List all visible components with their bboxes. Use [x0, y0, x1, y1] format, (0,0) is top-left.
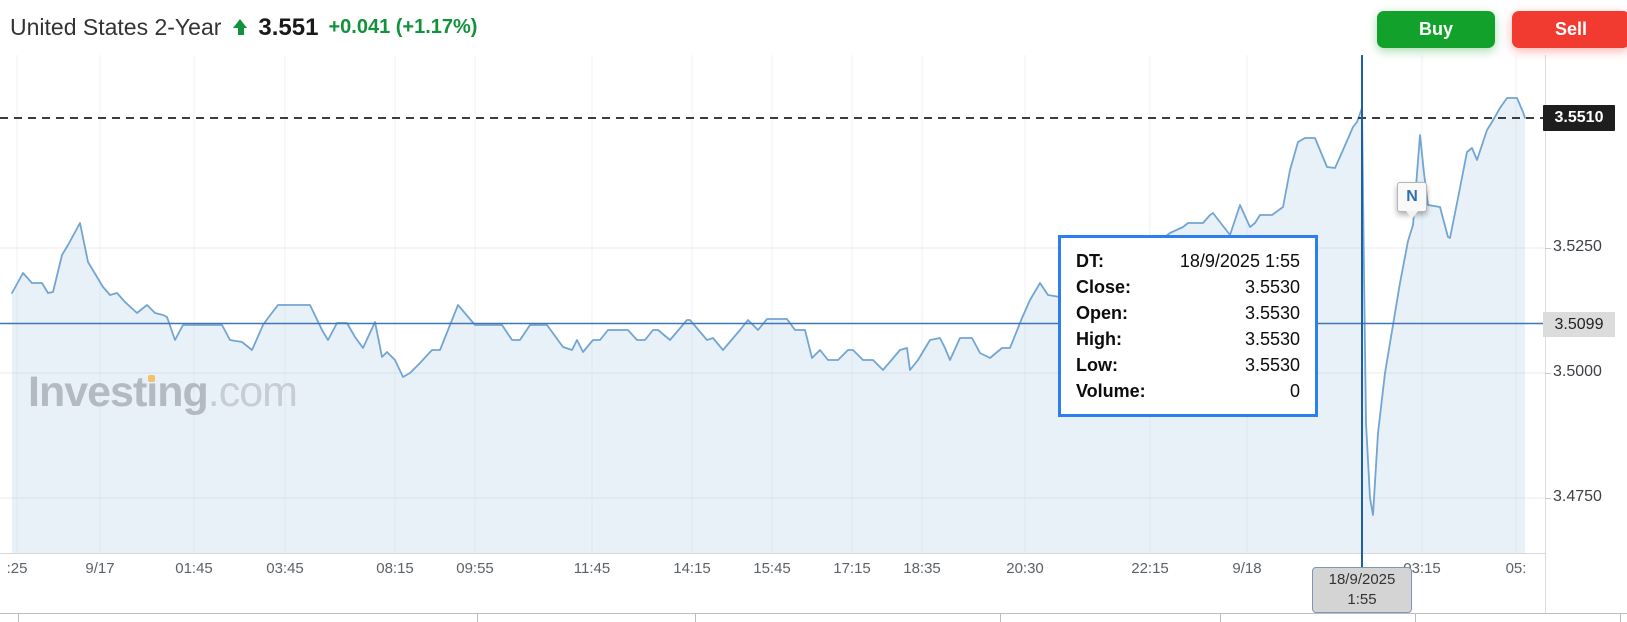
news-marker-label: N — [1406, 188, 1418, 205]
news-marker[interactable]: N — [1397, 182, 1427, 219]
y-tick-mark — [1545, 498, 1551, 499]
tooltip-row: Volume: 0 — [1076, 378, 1300, 404]
tooltip-row: Open: 3.5530 — [1076, 300, 1300, 326]
x-tick-label: 09:55 — [456, 560, 494, 577]
x-tick-label: 17:15 — [833, 560, 871, 577]
x-axis-line — [0, 553, 1545, 554]
prev-close-badge: 3.5099 — [1543, 311, 1615, 337]
last-price-badge: 3.5510 — [1543, 105, 1615, 131]
navigator-tick — [1000, 614, 1001, 622]
navigator-tick — [1415, 614, 1416, 622]
navigator-tick — [477, 614, 478, 622]
price-chart[interactable]: Investı ng.com :25 9/17 01:45 03:45 08:15 09:5… — [0, 55, 1627, 622]
tooltip-label: Close: — [1076, 277, 1132, 297]
navigator-tick — [1620, 614, 1621, 622]
investing-watermark: Investı ng.com — [28, 368, 298, 417]
x-tick-label: :25 — [6, 560, 28, 577]
y-tick-label: 3.4750 — [1553, 488, 1602, 505]
y-tick-mark — [1545, 373, 1551, 374]
tooltip-value: 3.5530 — [1244, 355, 1300, 375]
tooltip-row: Close: 3.5530 — [1076, 274, 1300, 300]
y-tick-label: 3.5000 — [1553, 363, 1602, 380]
instrument-title: United States 2-Year — [10, 14, 222, 40]
x-tick-label: 03:15 — [1403, 560, 1441, 577]
x-tick-label: 20:30 — [1006, 560, 1044, 577]
navigator-tick — [1220, 614, 1221, 622]
tooltip-row: Low: 3.5530 — [1076, 352, 1300, 378]
tooltip-label: Low: — [1076, 355, 1118, 375]
tooltip-label: Open: — [1076, 303, 1128, 323]
buy-button[interactable]: Buy — [1377, 11, 1495, 48]
tooltip-row: DT: 18/9/2025 1:55 — [1076, 248, 1300, 274]
price-change: +0.041 (+1.17%) — [328, 16, 478, 38]
x-tick-label: 05: — [1505, 560, 1527, 577]
x-tick-label: 11:45 — [573, 560, 611, 577]
tooltip-row: High: 3.5530 — [1076, 326, 1300, 352]
up-arrow-icon — [233, 19, 248, 36]
watermark-domain: .com — [207, 368, 298, 416]
ohlc-tooltip: DT: 18/9/2025 1:55 Close: 3.5530 Open: 3.5530… — [1058, 235, 1318, 417]
sell-button[interactable]: Sell — [1512, 11, 1627, 48]
x-tick-label: 08:15 — [376, 560, 414, 577]
x-tick-label: 01:45 — [175, 560, 213, 577]
x-tick-label: 9/18 — [1232, 560, 1262, 577]
price-area-fill — [12, 98, 1525, 553]
news-marker-pointer — [1406, 211, 1418, 225]
y-tick-label: 3.5250 — [1553, 238, 1602, 255]
x-tick-label: 9/17 — [85, 560, 115, 577]
instrument-header: United States 2-Year 3.551 +0.041 (+1.17… — [0, 0, 1627, 55]
tooltip-label: High: — [1076, 329, 1122, 349]
watermark-brand: Investı ng — [28, 368, 209, 416]
tooltip-value: 3.5530 — [1244, 277, 1300, 297]
x-tick-label: 18:35 — [903, 560, 941, 577]
watermark-orange-dot — [148, 375, 156, 382]
x-tick-label: 15:45 — [753, 560, 791, 577]
crosshair-time: 1:55 — [1347, 591, 1377, 608]
crosshair-vertical-line — [1361, 55, 1363, 568]
x-tick-label: 03:45 — [266, 560, 304, 577]
navigator-tick — [695, 614, 696, 622]
tooltip-value: 0 — [1289, 381, 1300, 401]
tooltip-value: 3.5530 — [1244, 329, 1300, 349]
tooltip-value: 18/9/2025 1:55 — [1179, 251, 1300, 271]
navigator-tick — [18, 614, 19, 622]
range-navigator[interactable] — [0, 613, 1627, 622]
last-price: 3.551 — [258, 13, 319, 41]
tooltip-label: DT: — [1076, 251, 1104, 271]
y-tick-mark — [1545, 248, 1551, 249]
x-tick-label: 22:15 — [1131, 560, 1169, 577]
tooltip-value: 3.5530 — [1244, 303, 1300, 323]
x-axis-labels: :25 9/17 01:45 03:45 08:15 09:55 11:45 14:15 15:… — [0, 560, 1545, 582]
x-tick-label: 14:15 — [673, 560, 711, 577]
tooltip-label: Volume: — [1076, 381, 1146, 401]
crosshair-date-label: 18/9/2025 1:55 — [1312, 567, 1412, 613]
crosshair-date: 18/9/2025 — [1328, 571, 1396, 588]
